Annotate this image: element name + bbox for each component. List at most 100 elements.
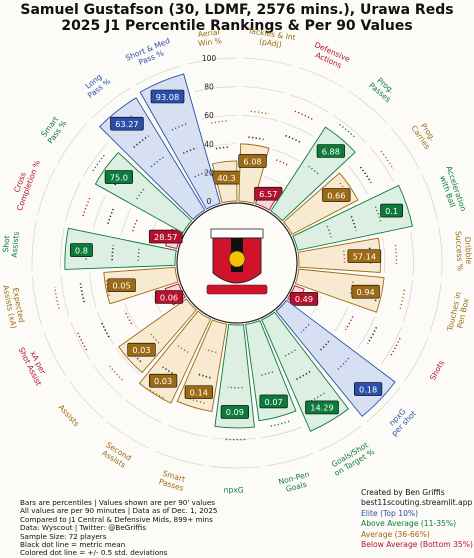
credit-author: Created by Ben Griffis [361, 488, 473, 498]
grid-arc [156, 451, 203, 465]
grid-arc [65, 182, 80, 222]
metric-value-box: 14.29 [305, 401, 338, 414]
credit-site: best11scouting.streamlit.app [361, 498, 473, 508]
legend-elite: Elite (Top 10%) [361, 509, 473, 519]
metric-std-dot-line [395, 245, 396, 264]
grid-arc [61, 275, 69, 317]
metric-std-dot-line [251, 111, 269, 114]
metric-value-box: 0.03 [149, 374, 177, 387]
grid-arc [90, 273, 97, 308]
grid-arc [98, 313, 114, 345]
metric-label: Prog.Passes [367, 74, 398, 104]
grid-arc [242, 87, 284, 93]
chart-notes: Bars are percentiles | Values shown are … [20, 499, 218, 558]
metric-std-dot-line [133, 219, 138, 231]
metric-std-dot-line [270, 421, 289, 426]
metric-label: Prog.Carries [409, 119, 439, 151]
metric-value-box: 6.08 [239, 154, 267, 167]
metric-label: ExpectedAssists (xA) [1, 283, 27, 330]
metric-std-dot-line [109, 366, 122, 381]
metric-label: DribbleSuccess % [454, 230, 474, 271]
metric-std-dot-line [381, 151, 393, 169]
metric-value-label: 40.3 [217, 173, 235, 183]
metric-value-label: 57.14 [353, 251, 376, 261]
grid-arc [261, 427, 302, 438]
grid-arc [403, 280, 412, 321]
metric-mean-dot-line [361, 167, 372, 183]
metric-value-label: 75.0 [110, 172, 128, 182]
metric-value-box: 0.06 [155, 290, 183, 303]
grid-arc [265, 453, 313, 466]
metric-value-label: 0.03 [132, 345, 150, 355]
metric-label: Accelerationwith Ball [436, 165, 468, 216]
metric-std-dot-line [211, 121, 228, 123]
metric-mean-dot-line [248, 137, 263, 139]
metric-label: npxGper shot [383, 403, 418, 438]
metric-value-label: 0.18 [359, 384, 377, 394]
club-crest-logo [207, 229, 267, 294]
metric-value-label: 0.03 [154, 376, 172, 386]
metric-value-label: 6.88 [322, 146, 340, 156]
scale-tick-label: 40 [204, 140, 214, 149]
metric-std-dot-line [276, 160, 288, 165]
grid-arc [298, 67, 343, 87]
metric-label: AerialWin % [196, 27, 222, 48]
metric-value-label: 0.06 [160, 292, 178, 302]
metric-label: DefensiveActions [309, 40, 351, 72]
metric-mean-dot-line [108, 208, 114, 223]
grid-arc [195, 87, 237, 92]
grid-arc [422, 174, 438, 221]
legend-average: Average (36-66%) [361, 530, 473, 540]
metric-value-label: 0.49 [295, 294, 313, 304]
grid-arc [61, 227, 65, 269]
metric-label: CrossCompletion % [7, 156, 42, 212]
metric-value-box: 0.05 [108, 279, 136, 292]
metric-value-box: 0.66 [323, 189, 351, 202]
metric-value-box: 0.8 [70, 244, 92, 257]
metric-label: Assists [57, 403, 81, 428]
grid-arc [126, 400, 162, 422]
legend-above-average: Above Average (11-35%) [361, 519, 473, 529]
grid-arc [32, 222, 36, 271]
metric-label: SecondAssists [100, 440, 133, 470]
metric-value-box: 40.3 [213, 171, 241, 184]
metric-label: Non-PenGoals [277, 470, 312, 496]
metric-value-box: 0.94 [352, 285, 380, 298]
grid-arc [213, 438, 255, 440]
metric-value-label: 14.29 [310, 403, 333, 413]
grid-arc [242, 115, 277, 120]
metric-label: SmartPass % [38, 113, 68, 145]
grid-arc [93, 195, 105, 228]
metric-label: npxG [224, 485, 244, 494]
metric-mean-dot-line [286, 136, 301, 143]
metric-value-label: 0.1 [385, 206, 398, 216]
grid-arc [439, 227, 442, 276]
metric-std-dot-line [400, 290, 404, 310]
metric-value-label: 0.05 [113, 281, 131, 291]
metric-value-box: 0.14 [185, 386, 213, 399]
metric-mean-dot-line [216, 147, 230, 149]
metric-value-label: 0.66 [327, 190, 345, 200]
grid-arc [335, 306, 349, 331]
metric-value-label: 6.57 [259, 189, 277, 199]
grid-arc [381, 327, 401, 364]
metric-std-dot-line [83, 198, 90, 216]
metric-std-dot-line [346, 316, 353, 329]
metric-label: ShotAssists [1, 230, 21, 258]
metric-std-dot-line [295, 111, 313, 119]
grid-arc [33, 277, 42, 325]
metric-std-dot-line [340, 124, 356, 137]
metric-value-label: 6.08 [243, 156, 261, 166]
metric-std-dot-line [93, 154, 105, 171]
grid-arc [93, 365, 121, 396]
grid-arc [71, 322, 90, 360]
metric-value-label: 93.08 [156, 92, 179, 102]
credits-and-legend: Created by Ben Griffis best11scouting.st… [361, 488, 473, 550]
metric-value-box: 0.49 [290, 292, 318, 305]
grid-arc [430, 283, 441, 331]
metric-value-label: 28.57 [154, 232, 177, 242]
grid-arc [358, 317, 375, 348]
metric-mean-dot-line [81, 284, 85, 303]
metric-value-box: 93.08 [151, 90, 184, 103]
